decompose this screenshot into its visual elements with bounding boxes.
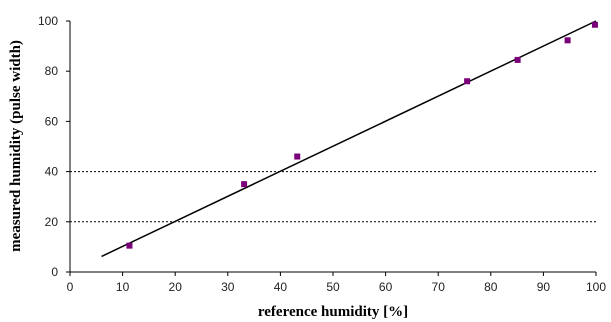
x-tick-label: 70 (432, 280, 446, 294)
x-ticks: 0 10 20 30 40 50 60 70 80 90 100 (67, 272, 606, 294)
y-axis-title: measured humidity (pulse width) (8, 40, 24, 252)
x-tick-label: 90 (537, 280, 551, 294)
x-tick-label: 80 (484, 280, 498, 294)
data-point (591, 21, 598, 28)
fit-line (101, 20, 597, 258)
y-tick-label: 0 (51, 265, 58, 279)
y-tick-label: 20 (45, 215, 59, 229)
data-points (126, 21, 598, 249)
y-tick-label: 100 (38, 14, 58, 28)
data-point (464, 78, 471, 85)
y-tick-label: 40 (45, 165, 59, 179)
data-point (294, 153, 301, 160)
x-tick-label: 20 (169, 280, 183, 294)
fit-line-group (101, 20, 597, 258)
x-tick-label: 100 (586, 280, 606, 294)
data-point (514, 56, 521, 63)
x-axis-title: reference humidity [%] (258, 304, 408, 320)
x-tick-label: 10 (116, 280, 130, 294)
data-point (564, 37, 571, 44)
y-ticks: 0 20 40 60 80 100 (38, 14, 70, 279)
x-tick-label: 50 (326, 280, 340, 294)
x-tick-label: 30 (221, 280, 235, 294)
y-tick-label: 80 (45, 64, 59, 78)
y-tick-label: 60 (45, 114, 59, 128)
x-tick-label: 60 (379, 280, 393, 294)
data-point (126, 242, 133, 249)
gridlines (70, 171, 596, 223)
x-tick-label: 0 (67, 280, 74, 294)
x-tick-label: 40 (274, 280, 288, 294)
data-point (241, 181, 248, 188)
